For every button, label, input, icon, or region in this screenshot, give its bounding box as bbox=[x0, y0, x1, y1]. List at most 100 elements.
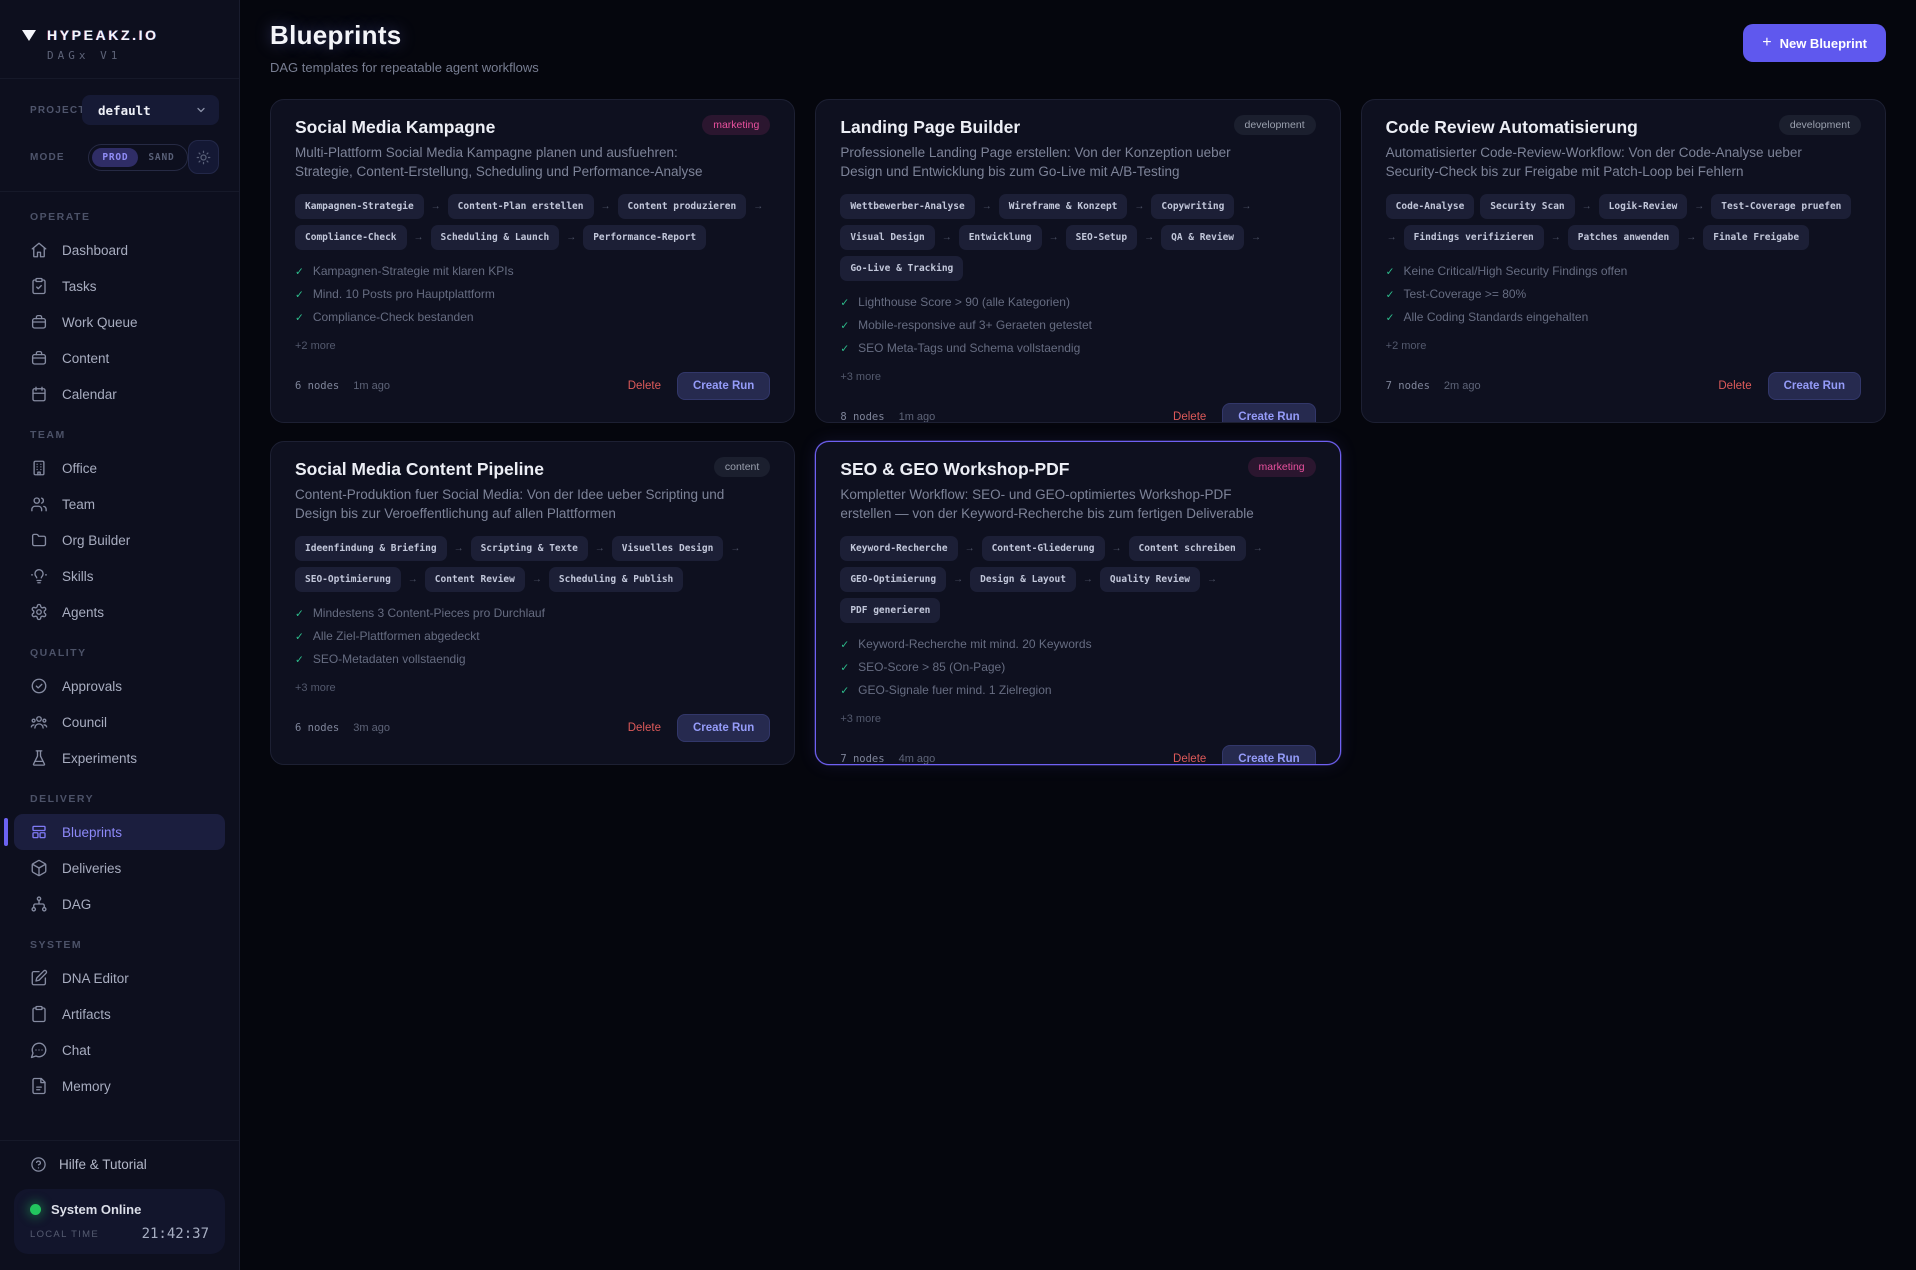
mode-option-prod[interactable]: PROD bbox=[92, 147, 139, 167]
create-run-button[interactable]: Create Run bbox=[676, 372, 771, 400]
check-icon: ✓ bbox=[295, 631, 304, 643]
mode-option-sand[interactable]: SAND bbox=[148, 151, 175, 163]
sidebar-item-team[interactable]: Team bbox=[14, 486, 225, 522]
checklist-item: ✓ SEO Meta-Tags und Schema vollstaendig bbox=[840, 341, 1081, 355]
acceptance-checklist: ✓ Keine Critical/High Security Findings o… bbox=[1386, 263, 1861, 332]
sidebar-item-skills[interactable]: Skills bbox=[14, 558, 225, 594]
new-blueprint-label: New Blueprint bbox=[1779, 35, 1867, 51]
page-header: Blueprints DAG templates for repeatable … bbox=[270, 20, 1886, 75]
sidebar-item-label: Blueprints bbox=[62, 824, 123, 840]
blueprint-card-code-review-automatisierung: Code Review Automatisierung development … bbox=[1360, 99, 1886, 423]
home-icon bbox=[30, 241, 48, 259]
checklist-item: ✓ Alle Ziel-Plattformen abgedeckt bbox=[295, 629, 480, 643]
sidebar-item-council[interactable]: Council bbox=[14, 704, 225, 740]
mode-toggle[interactable]: PROD SAND bbox=[88, 143, 189, 171]
page-title: Blueprints bbox=[270, 20, 402, 50]
node-chip: Scheduling & Launch bbox=[430, 225, 560, 250]
node-chip: Security Scan bbox=[1480, 194, 1575, 219]
check-icon: ✓ bbox=[840, 343, 850, 355]
create-run-button[interactable]: Create Run bbox=[676, 714, 771, 742]
card-title: Landing Page Builder bbox=[840, 117, 1021, 137]
help-link[interactable]: Hilfe & Tutorial bbox=[0, 1141, 239, 1179]
cube-icon bbox=[30, 859, 48, 877]
node-count: 6 nodes bbox=[295, 380, 340, 392]
section-label: TEAM bbox=[30, 429, 66, 441]
sidebar-item-approvals[interactable]: Approvals bbox=[14, 668, 225, 704]
users-icon bbox=[30, 495, 48, 513]
sidebar-item-dag[interactable]: DAG bbox=[14, 886, 225, 922]
sidebar-item-label: Council bbox=[62, 714, 108, 730]
node-chip: Ideenfindung & Briefing bbox=[295, 536, 447, 561]
nav-section-quality: QUALITY Approvals Council Experiments bbox=[12, 630, 227, 776]
node-chip: Wettbewerber-Analyse bbox=[840, 194, 975, 219]
sidebar-item-experiments[interactable]: Experiments bbox=[14, 740, 225, 776]
sidebar-item-tasks[interactable]: Tasks bbox=[14, 268, 225, 304]
delete-button[interactable]: Delete bbox=[627, 380, 661, 392]
sidebar-item-label: Calendar bbox=[62, 386, 117, 402]
arrow-right-icon: → bbox=[1082, 574, 1093, 585]
arrow-right-icon: → bbox=[981, 201, 992, 212]
nav-section-system: SYSTEM DNA Editor Artifacts Chat Memory bbox=[12, 922, 227, 1104]
sidebar-item-deliveries[interactable]: Deliveries bbox=[14, 850, 225, 886]
delete-button[interactable]: Delete bbox=[1173, 411, 1207, 423]
node-chip: Design & Layout bbox=[970, 567, 1076, 592]
delete-button[interactable]: Delete bbox=[1173, 753, 1207, 765]
sidebar-item-office[interactable]: Office bbox=[14, 450, 225, 486]
arrow-right-icon: → bbox=[753, 201, 764, 212]
sidebar-item-chat[interactable]: Chat bbox=[14, 1032, 225, 1068]
local-time-value: 21:42:37 bbox=[141, 1226, 209, 1242]
delete-button[interactable]: Delete bbox=[1718, 380, 1752, 392]
nav-section-operate: OPERATE Dashboard Tasks Work Queue Conte… bbox=[12, 194, 227, 412]
node-chip: Entwicklung bbox=[958, 225, 1042, 250]
node-flow: Code-Analyse Security Scan → Logik-Review → T… bbox=[1385, 194, 1861, 250]
node-flow: Kampagnen-Strategie → Content-Plan erstell… bbox=[295, 194, 770, 250]
theme-toggle-button[interactable] bbox=[188, 140, 219, 174]
new-blueprint-button[interactable]: + New Blueprint bbox=[1743, 24, 1886, 62]
sidebar-item-work-queue[interactable]: Work Queue bbox=[14, 304, 225, 340]
card-title: Code Review Automatisierung bbox=[1385, 117, 1638, 137]
create-run-button[interactable]: Create Run bbox=[1767, 372, 1861, 400]
users-group-icon bbox=[30, 713, 48, 731]
node-flow: Ideenfindung & Briefing → Scripting & Text… bbox=[295, 536, 770, 592]
sidebar-item-label: Experiments bbox=[62, 750, 138, 766]
card-category-badge: marketing bbox=[702, 115, 771, 135]
delete-button[interactable]: Delete bbox=[627, 722, 661, 734]
sidebar-item-label: DNA Editor bbox=[62, 970, 129, 986]
sidebar-item-org-builder[interactable]: Org Builder bbox=[14, 522, 225, 558]
sidebar-item-artifacts[interactable]: Artifacts bbox=[14, 996, 225, 1032]
card-description: Kompletter Workflow: SEO- und GEO-optimi… bbox=[840, 487, 1254, 521]
arrow-right-icon: → bbox=[413, 232, 424, 243]
brand-logo-icon bbox=[22, 30, 36, 41]
sidebar-item-dna-editor[interactable]: DNA Editor bbox=[14, 960, 225, 996]
sidebar-item-memory[interactable]: Memory bbox=[14, 1068, 225, 1104]
arrow-right-icon: → bbox=[1686, 232, 1697, 243]
help-label: Hilfe & Tutorial bbox=[59, 1157, 147, 1172]
sidebar-item-calendar[interactable]: Calendar bbox=[14, 376, 225, 412]
node-count: 7 nodes bbox=[1385, 380, 1430, 392]
sidebar-bottom: Hilfe & Tutorial System Online LOCAL TIM… bbox=[0, 1140, 239, 1270]
checklist-item: ✓ Lighthouse Score > 90 (alle Kategorien) bbox=[840, 295, 1070, 309]
project-label: PROJECT bbox=[30, 104, 86, 116]
create-run-button[interactable]: Create Run bbox=[1222, 403, 1316, 422]
sidebar-item-dashboard[interactable]: Dashboard bbox=[14, 232, 225, 268]
arrow-right-icon: → bbox=[1386, 232, 1397, 243]
arrow-right-icon: → bbox=[941, 232, 952, 243]
sidebar-item-agents[interactable]: Agents bbox=[14, 594, 225, 630]
sidebar-item-blueprints[interactable]: Blueprints bbox=[4, 814, 225, 850]
sidebar-item-content[interactable]: Content bbox=[14, 340, 225, 376]
arrow-right-icon: → bbox=[1252, 543, 1263, 554]
checklist-item: ✓ Kampagnen-Strategie mit klaren KPIs bbox=[295, 264, 514, 278]
project-select[interactable]: default bbox=[82, 95, 219, 125]
card-description: Multi-Plattform Social Media Kampagne pl… bbox=[295, 145, 703, 179]
sidebar-item-label: Deliveries bbox=[62, 860, 122, 876]
node-chip: Copywriting bbox=[1151, 194, 1235, 219]
sidebar-item-label: Office bbox=[62, 460, 98, 476]
arrow-right-icon: → bbox=[1241, 201, 1252, 212]
node-chip: PDF generieren bbox=[840, 598, 941, 623]
create-run-button[interactable]: Create Run bbox=[1222, 745, 1316, 764]
card-title: Social Media Content Pipeline bbox=[295, 459, 544, 479]
gear-icon bbox=[30, 603, 48, 621]
divider bbox=[0, 1140, 239, 1141]
node-chip: Compliance-Check bbox=[295, 225, 407, 250]
acceptance-checklist: ✓ Lighthouse Score > 90 (alle Kategorien)… bbox=[840, 294, 1315, 363]
